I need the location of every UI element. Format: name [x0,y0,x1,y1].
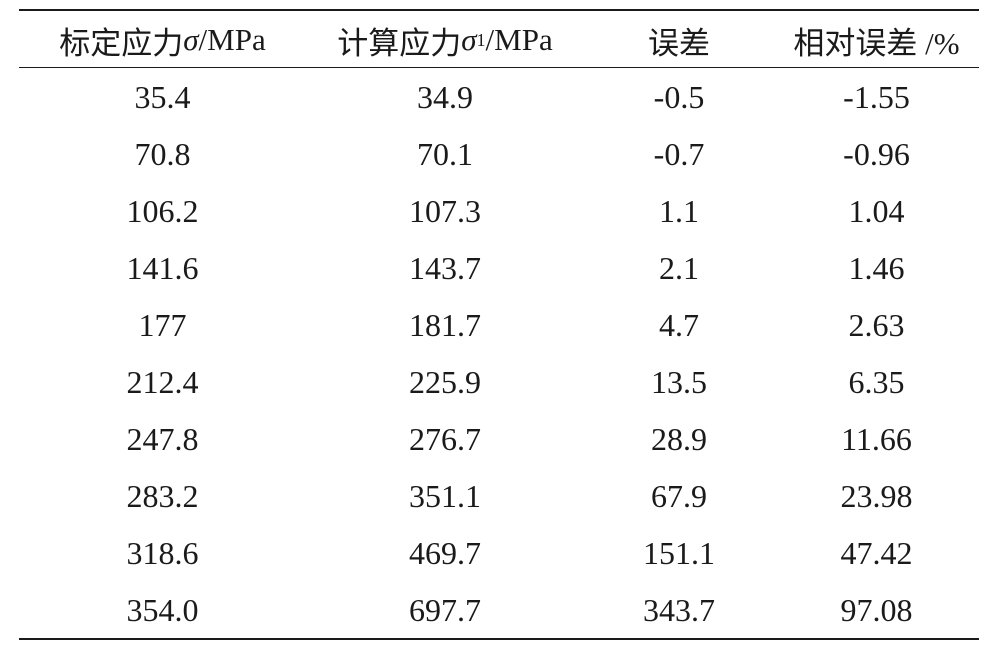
cell-relative-error: -1.55 [843,79,910,115]
cell-calibrated-stress: 247.8 [126,421,199,457]
cell-calibrated-stress: 212.4 [126,364,199,400]
cell-calculated-stress: 276.7 [409,421,481,457]
cell-calibrated-stress: 141.6 [126,250,199,286]
cell-error: 151.1 [643,535,715,571]
cell-relative-error: 11.66 [841,421,912,457]
cell-calibrated-stress: 318.6 [126,535,199,571]
table-row: 212.4 225.9 13.5 6.35 [19,354,979,411]
cell-error: -0.7 [653,136,705,172]
cell-calculated-stress: 469.7 [409,535,481,571]
header-relative-error: 相对误差 /% [793,25,960,61]
cell-calculated-stress: 34.9 [417,79,473,115]
cell-relative-error: 1.46 [848,250,905,286]
table-row: 318.6 469.7 151.1 47.42 [19,525,979,582]
table-row: 354.0 697.7 343.7 97.08 [19,582,979,639]
header-error: 误差 [648,25,710,61]
table-bottom-rule [19,638,979,640]
cell-calculated-stress: 107.3 [409,193,481,229]
header-calibrated-stress-unit: /MPa [198,22,266,57]
cell-relative-error: 2.63 [848,307,905,343]
cell-relative-error: -0.96 [843,136,910,172]
cell-error: 13.5 [651,364,707,400]
cell-error: 343.7 [643,592,715,628]
sigma-symbol: σ [461,22,477,57]
cell-error: 28.9 [651,421,707,457]
cell-error: 67.9 [651,478,707,514]
cell-calibrated-stress: 354.0 [126,592,199,628]
cell-calculated-stress: 143.7 [409,250,481,286]
header-calibrated-stress-prefix: 标定应力 [59,25,184,61]
cell-calibrated-stress: 70.8 [134,136,191,172]
cell-calculated-stress: 697.7 [409,592,481,628]
cell-error: 2.1 [659,250,699,286]
cell-relative-error: 47.42 [840,535,913,571]
header-calculated-stress-prefix: 计算应力 [337,25,462,61]
cell-calculated-stress: 181.7 [409,307,481,343]
cell-relative-error: 1.04 [848,193,905,229]
cell-error: -0.5 [653,79,705,115]
cell-calibrated-stress: 106.2 [126,193,199,229]
cell-error: 1.1 [659,193,699,229]
table-row: 177 181.7 4.7 2.63 [19,297,979,354]
table-header-rule [19,67,979,68]
table-row: 247.8 276.7 28.9 11.66 [19,411,979,468]
cell-calculated-stress: 225.9 [409,364,481,400]
table-row: 70.8 70.1 -0.7 -0.96 [19,126,979,183]
table-row: 283.2 351.1 67.9 23.98 [19,468,979,525]
table-top-rule [19,9,979,11]
sigma-subscript: 1 [476,29,486,50]
header-calculated-stress-unit: /MPa [485,22,553,57]
cell-calibrated-stress: 35.4 [134,79,191,115]
header-calibrated-stress: 标定应力 σ/MPa [19,14,306,66]
cell-calibrated-stress: 177 [138,307,187,343]
cell-calculated-stress: 70.1 [417,136,473,172]
table-row: 141.6 143.7 2.1 1.46 [19,240,979,297]
cell-calibrated-stress: 283.2 [126,478,199,514]
table-row: 106.2 107.3 1.1 1.04 [19,183,979,240]
sigma-symbol: σ [183,22,199,57]
cell-relative-error: 97.08 [840,592,913,628]
table-header: 标定应力 σ/MPa 计算应力 σ 1/MPa 误差 相对误差 /% [19,14,979,66]
table-row: 35.4 34.9 -0.5 -1.55 [19,69,979,126]
header-calculated-stress: 计算应力 σ 1/MPa [306,14,584,66]
cell-relative-error: 6.35 [848,364,905,400]
cell-relative-error: 23.98 [840,478,913,514]
cell-error: 4.7 [659,307,699,343]
cell-calculated-stress: 351.1 [409,478,481,514]
